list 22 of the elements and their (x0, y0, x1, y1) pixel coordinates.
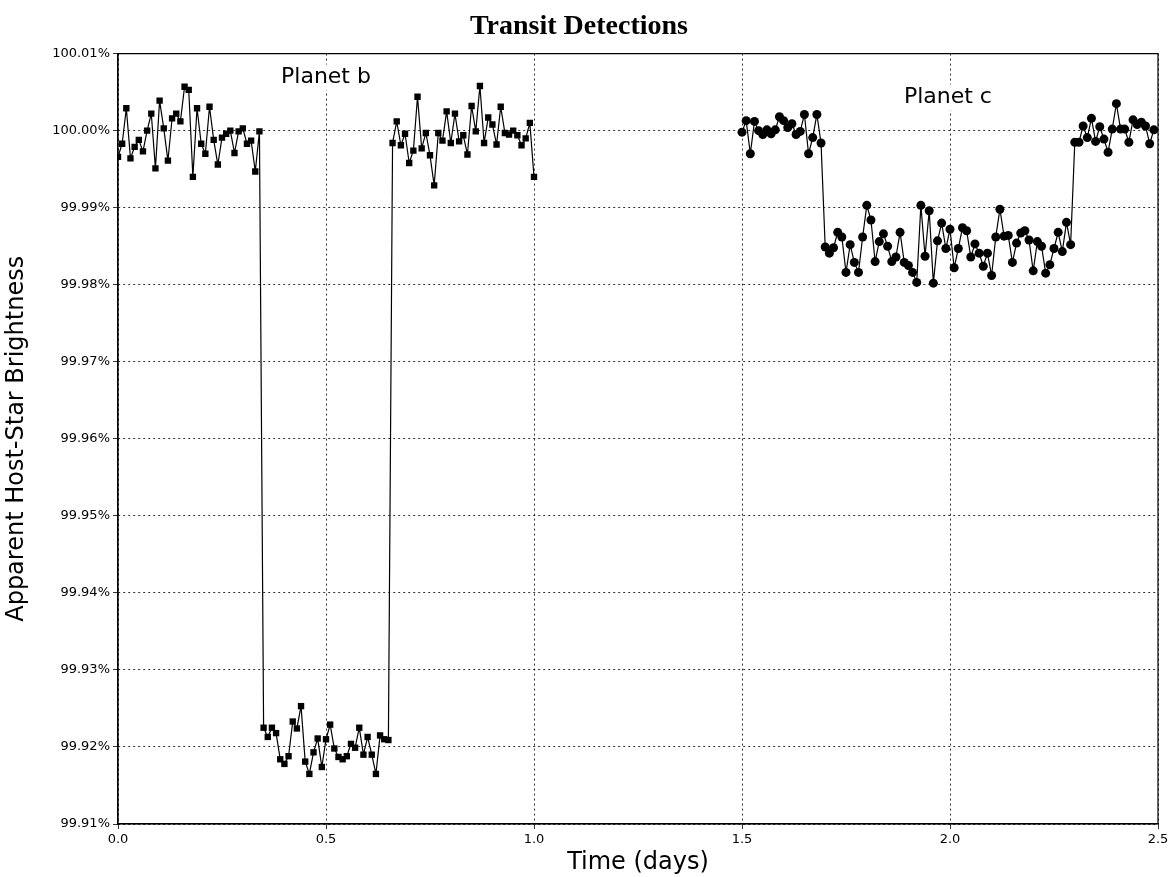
y-tick-label: 100.01% (52, 44, 110, 60)
x-tick-label: 1.5 (731, 831, 753, 847)
y-tick-label: 99.97% (60, 353, 110, 369)
y-tick-label: 99.94% (60, 584, 110, 600)
y-tick-label: 99.91% (60, 815, 110, 831)
y-tick-label: 99.96% (60, 430, 110, 446)
y-tick-label: 99.92% (60, 738, 110, 754)
x-tick-label: 2.5 (1147, 831, 1169, 847)
x-axis-title: Time (days) (566, 846, 709, 875)
annotation: Planet b (281, 63, 371, 89)
y-tick-label: 99.93% (60, 661, 110, 677)
x-tick-label: 0.5 (315, 831, 337, 847)
y-tick-label: 99.95% (60, 507, 110, 523)
chart-title: Transit Detections (470, 9, 689, 41)
annotation: Planet c (903, 83, 992, 109)
y-tick-label: 100.00% (52, 122, 110, 138)
y-tick-label: 99.99% (60, 199, 110, 215)
x-tick-label: 0.0 (107, 831, 129, 847)
y-axis-title: Apparent Host-Star Brightness (0, 255, 29, 622)
x-tick-label: 1.0 (523, 831, 545, 847)
y-tick-label: 99.98% (60, 276, 110, 292)
x-tick-label: 2.0 (939, 831, 961, 847)
